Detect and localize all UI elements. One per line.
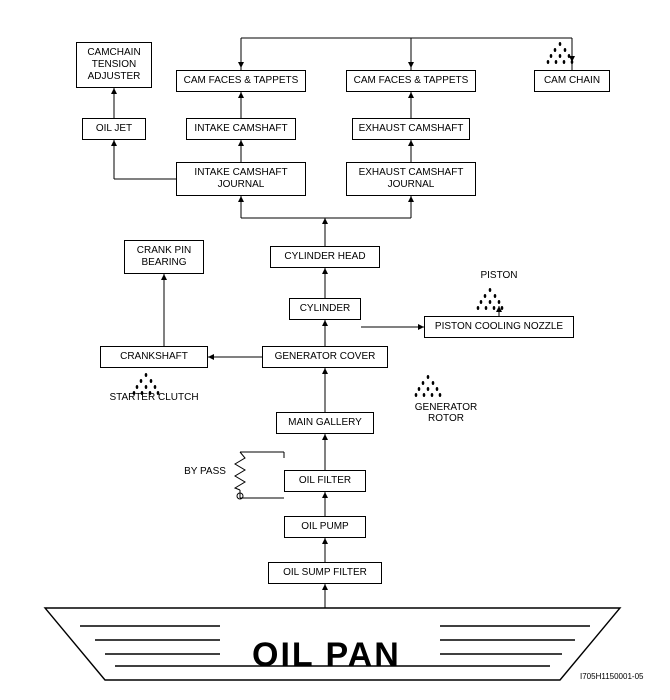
oil-spray-icon [475, 288, 505, 310]
oil-spray-icon [545, 42, 575, 64]
doc-id: I705H1150001-05 [580, 672, 643, 681]
node-crank_pin: CRANK PINBEARING [124, 240, 204, 274]
node-exhaust_camshaft: EXHAUST CAMSHAFT [352, 118, 470, 140]
node-oil_filter: OIL FILTER [284, 470, 366, 492]
node-cam_chain: CAM CHAIN [534, 70, 610, 92]
label-piston: PISTON [478, 270, 520, 281]
node-oil_sump: OIL SUMP FILTER [268, 562, 382, 584]
node-oil_jet: OIL JET [82, 118, 146, 140]
node-exhaust_journal: EXHAUST CAMSHAFTJOURNAL [346, 162, 476, 196]
label-generator_rotor: GENERATORROTOR [406, 402, 486, 424]
node-crankshaft: CRANKSHAFT [100, 346, 208, 368]
oil-spray-icon [413, 375, 443, 397]
node-camchain_adj: CAMCHAINTENSIONADJUSTER [76, 42, 152, 88]
node-cam_faces_l: CAM FACES & TAPPETS [176, 70, 306, 92]
node-intake_camshaft: INTAKE CAMSHAFT [186, 118, 296, 140]
node-main_gallery: MAIN GALLERY [276, 412, 374, 434]
node-cylinder: CYLINDER [289, 298, 361, 320]
label-bypass: BY PASS [180, 466, 230, 477]
oil-spray-icon [131, 373, 161, 395]
node-oil_pump: OIL PUMP [284, 516, 366, 538]
oil-pan-title: OIL PAN [252, 636, 401, 675]
node-intake_journal: INTAKE CAMSHAFTJOURNAL [176, 162, 306, 196]
node-generator_cover: GENERATOR COVER [262, 346, 388, 368]
node-cylinder_head: CYLINDER HEAD [270, 246, 380, 268]
node-cam_faces_r: CAM FACES & TAPPETS [346, 70, 476, 92]
node-piston_nozzle: PISTON COOLING NOZZLE [424, 316, 574, 338]
